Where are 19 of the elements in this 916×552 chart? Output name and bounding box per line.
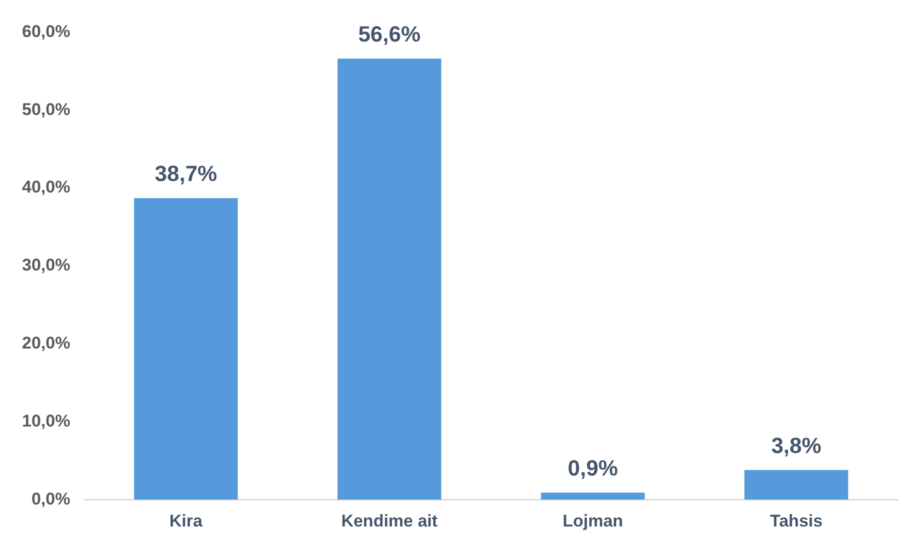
bar xyxy=(744,470,848,500)
y-tick-label: 20,0% xyxy=(22,333,70,352)
x-tick-label: Tahsis xyxy=(770,511,823,530)
data-label: 0,9% xyxy=(568,456,618,481)
bar xyxy=(134,198,238,500)
y-tick-label: 30,0% xyxy=(22,256,70,275)
x-tick-label: Kira xyxy=(169,511,204,530)
y-tick-label: 0,0% xyxy=(31,489,70,508)
y-tick-label: 60,0% xyxy=(22,22,70,41)
y-tick-label: 40,0% xyxy=(22,178,70,197)
bar xyxy=(540,492,645,500)
bar xyxy=(337,58,442,500)
x-tick-label: Lojman xyxy=(562,511,624,530)
y-tick-label: 10,0% xyxy=(22,411,70,430)
data-label: 56,6% xyxy=(358,22,421,47)
y-tick-label: 50,0% xyxy=(22,100,70,119)
data-label: 3,8% xyxy=(771,433,822,458)
data-label: 38,7% xyxy=(154,161,218,186)
x-tick-label: Kendime ait xyxy=(341,511,438,530)
